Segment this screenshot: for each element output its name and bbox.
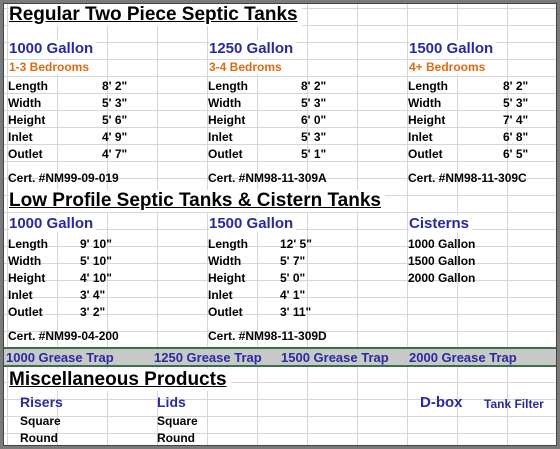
dim-value: 3' 4" [80,288,106,302]
regular-1250-size: 1250 Gallon [209,40,297,57]
dim-value: 5' 10" [80,254,112,268]
dim-label: Height [8,271,46,285]
dim-label: Outlet [408,147,443,161]
regular-1000-cert: Cert. #NM99-09-019 [8,171,119,185]
dim-label: Width [8,96,42,110]
dim-value: 4' 9" [102,130,128,144]
cisterns-title: Cisterns [409,215,473,232]
regular-tanks-title: Regular Two Piece Septic Tanks [9,4,302,26]
dim-value: 4' 10" [80,271,112,285]
dim-label: Height [208,271,246,285]
cistern-item: 2000 Gallon [408,271,476,285]
lowpro-1500-cert: Cert. #NM98-11-309D [208,329,327,343]
low-profile-title: Low Profile Septic Tanks & Cistern Tanks [9,190,385,212]
dim-value: 4' 1" [280,288,306,302]
dim-value: 12' 5" [280,237,312,251]
regular-1250-cert: Cert. #NM98-11-309A [208,171,327,185]
dim-label: Length [408,79,448,93]
dim-value: 5' 6" [102,113,128,127]
tank-filter-label: Tank Filter [484,397,544,411]
cistern-item: 1500 Gallon [408,254,476,268]
dim-label: Width [208,254,242,268]
dbox-label: D-box [420,394,463,411]
dim-value: 6' 0" [301,113,327,127]
dim-value: 9' 10" [80,237,112,251]
misc-products-title: Miscellaneous Products [9,369,231,391]
riser-item: Round [20,431,58,445]
dim-label: Height [208,113,246,127]
dim-value: 4' 7" [102,147,128,161]
regular-1500-cert: Cert. #NM98-11-309C [408,171,527,185]
grease-trap-row: 1000 Grease Trap 1250 Grease Trap 1500 G… [4,347,556,367]
dim-label: Length [8,79,48,93]
dim-label: Length [8,237,48,251]
lids-title: Lids [157,394,186,410]
dim-label: Length [208,237,248,251]
dim-value: 5' 7" [280,254,306,268]
lowpro-1500-size: 1500 Gallon [209,215,297,232]
dim-label: Inlet [8,130,33,144]
product-sheet: Regular Two Piece Septic Tanks 1000 Gall… [3,3,557,446]
dim-value: 5' 3" [301,96,327,110]
dim-value: 8' 2" [102,79,128,93]
dim-label: Inlet [208,130,233,144]
dim-value: 7' 4" [503,113,529,127]
risers-title: Risers [20,394,63,410]
grease-trap-2000: 2000 Grease Trap [409,350,517,365]
regular-1500-size: 1500 Gallon [409,40,497,57]
dim-label: Outlet [8,305,43,319]
dim-value: 5' 1" [301,147,327,161]
dim-label: Inlet [408,130,433,144]
lowpro-1000-size: 1000 Gallon [9,215,97,232]
grease-trap-1500: 1500 Grease Trap [281,350,389,365]
dim-label: Width [408,96,442,110]
dim-label: Inlet [208,288,233,302]
regular-1250-bedrooms: 3-4 Bedroms [209,60,285,74]
dim-label: Height [408,113,446,127]
dim-value: 8' 2" [503,79,529,93]
grease-trap-1000: 1000 Grease Trap [6,350,114,365]
regular-1500-bedrooms: 4+ Bedrooms [409,60,489,74]
dim-value: 6' 8" [503,130,529,144]
dim-label: Height [8,113,46,127]
dim-label: Outlet [8,147,43,161]
cistern-item: 1000 Gallon [408,237,476,251]
grease-trap-1250: 1250 Grease Trap [154,350,262,365]
dim-value: 8' 2" [301,79,327,93]
lid-item: Square [157,414,198,428]
dim-label: Width [208,96,242,110]
dim-value: 6' 5" [503,147,529,161]
regular-1000-size: 1000 Gallon [9,40,97,57]
dim-value: 3' 11" [280,305,312,319]
dim-label: Width [8,254,42,268]
dim-label: Length [208,79,248,93]
dim-value: 3' 2" [80,305,106,319]
regular-1000-bedrooms: 1-3 Bedrooms [9,60,93,74]
dim-label: Outlet [208,305,243,319]
dim-label: Inlet [8,288,33,302]
riser-item: Square [20,414,61,428]
dim-value: 5' 3" [301,130,327,144]
dim-value: 5' 0" [280,271,306,285]
lowpro-1000-cert: Cert. #NM99-04-200 [8,329,119,343]
dim-label: Outlet [208,147,243,161]
lid-item: Round [157,431,195,445]
dim-value: 5' 3" [503,96,529,110]
dim-value: 5' 3" [102,96,128,110]
